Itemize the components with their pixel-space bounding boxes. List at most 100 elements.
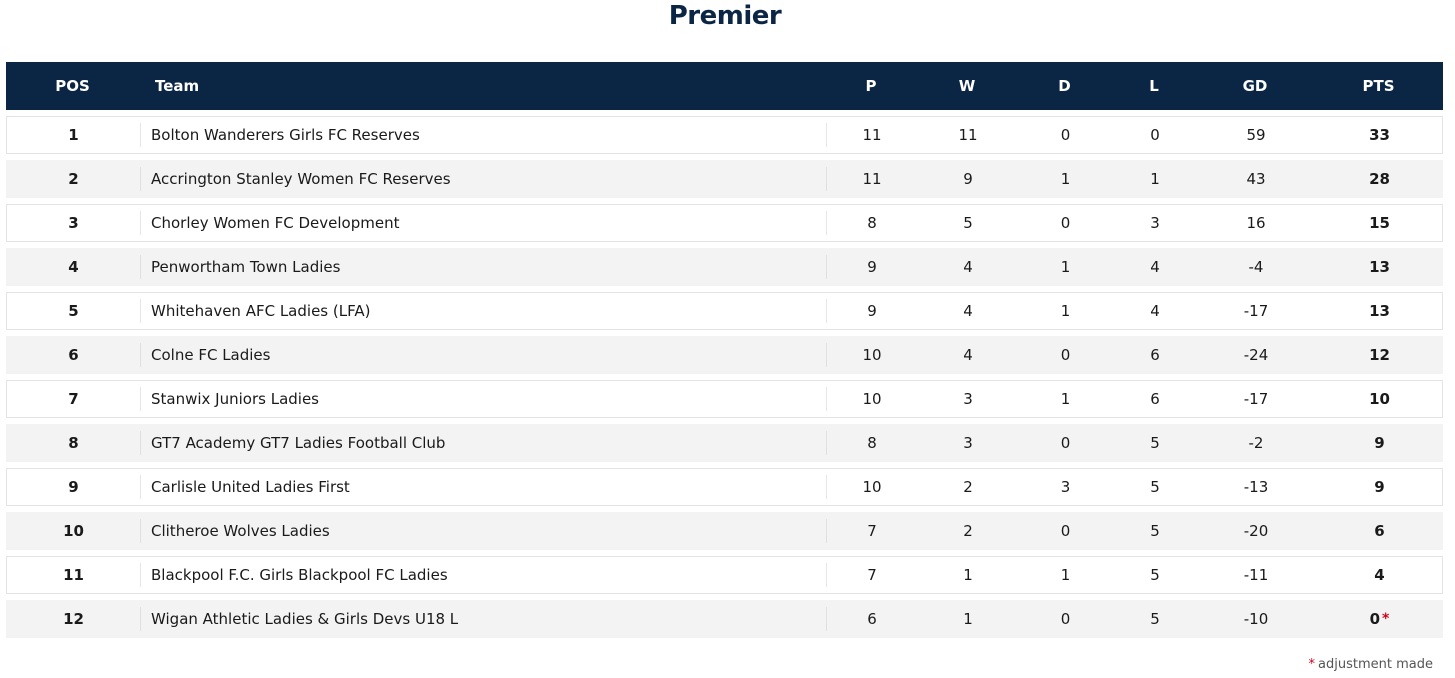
row-team-value: Penwortham Town Ladies	[151, 258, 341, 276]
row-team-value: Accrington Stanley Women FC Reserves	[151, 170, 451, 188]
row-team[interactable]: Accrington Stanley Women FC Reserves	[140, 161, 826, 197]
row-divider	[140, 255, 141, 279]
row-pos-value: 4	[68, 258, 79, 276]
header-goal-difference[interactable]: GD	[1242, 77, 1268, 95]
row-divider	[826, 607, 827, 631]
table-row[interactable]: 1 Bolton Wanderers Girls FC Reserves 11 11 0…	[6, 116, 1443, 154]
table-row[interactable]: 11 Blackpool F.C. Girls Blackpool FC Ladi…	[6, 556, 1443, 594]
row-pos-value: 6	[68, 346, 79, 364]
table-row[interactable]: 7 Stanwix Juniors Ladies 10 3 1 6 -17 10	[6, 380, 1443, 418]
table-row[interactable]: 5 Whitehaven AFC Ladies (LFA) 9 4 1 4 -17 13	[6, 292, 1443, 330]
row-pos: 2	[7, 161, 140, 197]
row-lost: 6	[1113, 381, 1197, 417]
row-drawn: 1	[1018, 161, 1113, 197]
row-divider	[826, 519, 827, 543]
row-points: 15	[1315, 205, 1444, 241]
row-lost-value: 5	[1150, 434, 1160, 452]
row-played: 10	[826, 381, 918, 417]
row-points: 9	[1315, 425, 1444, 461]
row-pos-value: 5	[68, 302, 79, 320]
row-lost-value: 4	[1150, 302, 1160, 320]
row-goal-difference: -2	[1197, 425, 1315, 461]
header-lost[interactable]: L	[1149, 77, 1159, 95]
row-won: 4	[918, 249, 1018, 285]
row-won: 9	[918, 161, 1018, 197]
row-points-value: 0	[1369, 610, 1381, 628]
row-drawn-value: 0	[1060, 214, 1071, 232]
row-team-value: GT7 Academy GT7 Ladies Football Club	[151, 434, 446, 452]
row-drawn: 0	[1018, 513, 1113, 549]
header-pos[interactable]: POS	[55, 77, 90, 95]
row-won: 4	[918, 293, 1018, 329]
table-row[interactable]: 10 Clitheroe Wolves Ladies 7 2 0 5 -20 6	[6, 512, 1443, 550]
table-row[interactable]: 2 Accrington Stanley Women FC Reserves 11 9…	[6, 160, 1443, 198]
table-row[interactable]: 3 Chorley Women FC Development 8 5 0 3 16 15	[6, 204, 1443, 242]
row-goal-difference-value: 43	[1246, 170, 1266, 188]
row-played: 10	[826, 469, 918, 505]
row-team[interactable]: Clitheroe Wolves Ladies	[140, 513, 826, 549]
header-drawn[interactable]: D	[1058, 77, 1071, 95]
row-goal-difference-value: -13	[1243, 478, 1269, 496]
table-row[interactable]: 8 GT7 Academy GT7 Ladies Football Club 8 3 0…	[6, 424, 1443, 462]
row-goal-difference-value: -4	[1248, 258, 1264, 276]
row-divider	[140, 607, 141, 631]
row-pos-value: 12	[63, 610, 84, 628]
row-won: 3	[918, 425, 1018, 461]
row-goal-difference: -17	[1197, 293, 1315, 329]
row-lost: 4	[1113, 249, 1197, 285]
adjustment-marker: *	[1308, 657, 1316, 672]
row-played-value: 7	[867, 566, 877, 584]
row-won-value: 4	[963, 258, 973, 276]
row-goal-difference-value: -2	[1248, 434, 1264, 452]
header-team[interactable]: Team	[155, 77, 200, 95]
row-won-value: 11	[958, 126, 978, 144]
row-divider	[826, 255, 827, 279]
row-team-value: Stanwix Juniors Ladies	[151, 390, 319, 408]
row-pos-value: 9	[68, 478, 79, 496]
header-won[interactable]: W	[958, 77, 976, 95]
row-lost-value: 5	[1150, 610, 1160, 628]
row-team[interactable]: Blackpool F.C. Girls Blackpool FC Ladies	[140, 557, 826, 593]
row-divider	[140, 299, 141, 323]
table-row[interactable]: 12 Wigan Athletic Ladies & Girls Devs U18…	[6, 600, 1443, 638]
row-team[interactable]: Whitehaven AFC Ladies (LFA)	[140, 293, 826, 329]
row-points-value: 9	[1374, 478, 1385, 496]
header-points[interactable]: PTS	[1362, 77, 1395, 95]
row-lost: 0	[1113, 117, 1197, 153]
row-points: 9	[1315, 469, 1444, 505]
row-goal-difference: -24	[1197, 337, 1315, 373]
table-row[interactable]: 6 Colne FC Ladies 10 4 0 6 -24 12	[6, 336, 1443, 374]
header-played[interactable]: P	[865, 77, 877, 95]
table-header: POS Team P W D L GD PTS	[6, 62, 1443, 110]
row-played-value: 8	[867, 214, 877, 232]
row-lost-value: 4	[1150, 258, 1160, 276]
row-team[interactable]: Penwortham Town Ladies	[140, 249, 826, 285]
row-points-value: 9	[1374, 434, 1385, 452]
row-drawn-value: 0	[1060, 610, 1071, 628]
row-team[interactable]: Stanwix Juniors Ladies	[140, 381, 826, 417]
row-lost: 6	[1113, 337, 1197, 373]
row-played: 7	[826, 513, 918, 549]
row-pos-value: 1	[68, 126, 79, 144]
row-lost-value: 3	[1150, 214, 1160, 232]
row-team[interactable]: GT7 Academy GT7 Ladies Football Club	[140, 425, 826, 461]
table-row[interactable]: 9 Carlisle United Ladies First 10 2 3 5 -13 9	[6, 468, 1443, 506]
row-won: 1	[918, 601, 1018, 637]
row-drawn-value: 3	[1060, 478, 1071, 496]
row-team[interactable]: Bolton Wanderers Girls FC Reserves	[140, 117, 826, 153]
table-row[interactable]: 4 Penwortham Town Ladies 9 4 1 4 -4 13	[6, 248, 1443, 286]
row-points-value: 33	[1369, 126, 1390, 144]
row-lost: 5	[1113, 557, 1197, 593]
row-team[interactable]: Carlisle United Ladies First	[140, 469, 826, 505]
row-goal-difference-value: -24	[1243, 346, 1269, 364]
row-points-value: 28	[1369, 170, 1390, 188]
row-drawn: 0	[1018, 205, 1113, 241]
row-team[interactable]: Wigan Athletic Ladies & Girls Devs U18 L	[140, 601, 826, 637]
footnote-text: adjustment made	[1318, 657, 1433, 672]
row-won-value: 1	[963, 566, 973, 584]
row-team[interactable]: Colne FC Ladies	[140, 337, 826, 373]
row-team[interactable]: Chorley Women FC Development	[140, 205, 826, 241]
row-divider	[826, 563, 827, 587]
row-divider	[826, 475, 827, 499]
row-drawn-value: 0	[1060, 126, 1071, 144]
